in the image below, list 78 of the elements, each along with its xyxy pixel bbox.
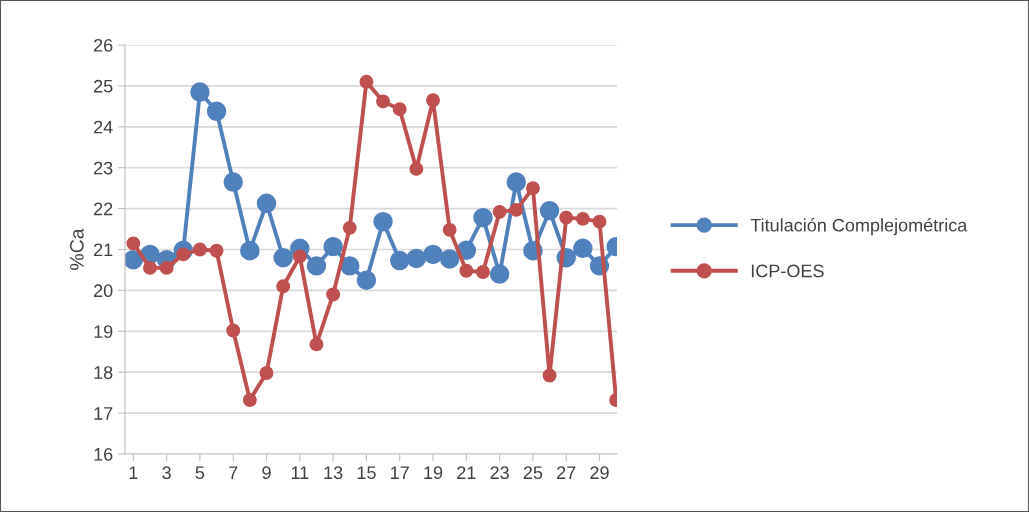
y-tick-label: 24 [94,120,113,134]
y-tick-label: 17 [94,407,113,420]
point [492,204,507,219]
point [592,214,607,229]
point [340,256,360,276]
point [506,172,526,192]
y-tick-label: 19 [94,325,113,339]
point [143,260,157,275]
y-axis-title: %Ca [69,228,84,270]
point [190,82,210,102]
point [392,102,407,117]
point [542,368,557,383]
point [306,256,327,276]
point [459,263,474,278]
y-tick-label: 26 [94,38,113,52]
point [426,93,440,108]
point [206,101,227,121]
x-tick-label: 1 [129,466,138,479]
point [409,161,424,176]
point [442,222,457,237]
legend-label: ICP-OES [751,264,824,278]
point [389,250,410,271]
point [126,236,141,251]
point [539,200,560,221]
x-tick-label: 29 [590,466,609,480]
point [326,287,341,302]
point [525,181,540,196]
point [323,236,343,257]
point [342,220,357,235]
point [489,264,510,284]
point [159,260,174,275]
point [276,279,291,294]
y-tick-label: 21 [94,243,113,257]
point [209,243,224,258]
x-tick-label: 21 [457,466,476,479]
legend-label: Titulación Complejométrica [750,218,968,236]
x-tick-label: 13 [324,466,343,480]
point [573,238,593,258]
x-tick-label: 11 [291,466,309,479]
x-tick-label: 3 [162,466,171,480]
y-tick-label: 22 [94,202,113,216]
point [292,249,307,264]
point [373,211,393,232]
point [406,248,427,269]
point [356,270,377,290]
point [559,210,574,225]
point [242,393,257,407]
point [509,202,524,217]
y-tick-label: 18 [94,366,113,379]
y-tick-label: 20 [94,284,113,298]
point [223,172,243,192]
y-tick-label: 23 [94,161,113,175]
point [359,74,374,89]
x-tick-label: 17 [391,466,409,479]
point [423,244,443,265]
x-tick-label: 15 [357,466,376,480]
point [259,366,274,380]
x-tick-label: 27 [557,466,576,479]
point [192,242,207,257]
point [473,207,493,228]
x-tick-label: 19 [424,466,443,480]
point [125,250,144,270]
point [439,249,460,269]
y-tick-label: 16 [94,447,113,461]
point [476,265,490,279]
point [376,94,391,109]
x-tick-label: 7 [229,466,238,479]
point [256,193,277,214]
point [226,323,241,338]
x-tick-label: 25 [523,466,543,480]
x-tick-label: 23 [490,466,509,480]
point [273,247,293,268]
y-tick-label: 25 [94,79,113,93]
x-tick-label: 9 [262,466,271,480]
point [309,337,324,352]
point [575,211,590,226]
x-tick-label: 5 [195,466,205,480]
point [240,241,260,261]
